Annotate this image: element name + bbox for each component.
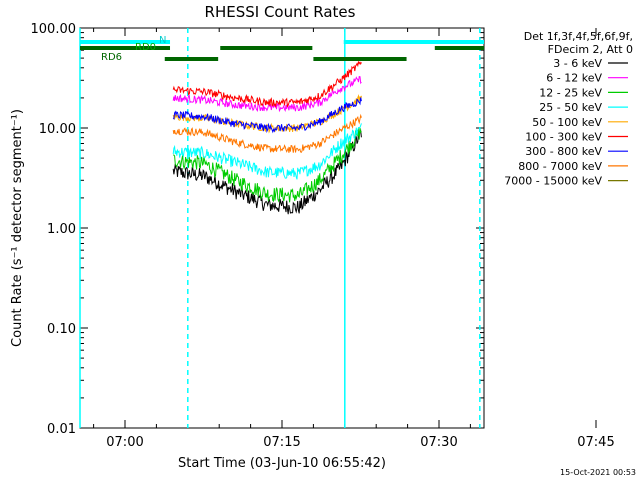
legend-entry-label: 12 - 25 keV: [539, 86, 602, 99]
y-tick-label: 1.00: [47, 222, 76, 237]
series-line: [172, 61, 362, 109]
y-axis: 0.01 0.10 1.00 10.00 100.00: [31, 22, 484, 437]
attenuator-bar-label: RD6: [101, 52, 122, 63]
series-line: [172, 129, 362, 215]
y-axis-label: Count Rate (s⁻¹ detector segment⁻¹): [10, 109, 25, 347]
x-tick-label: 07:45: [577, 435, 614, 450]
legend-entry-label: 7000 - 15000 keV: [504, 175, 602, 188]
y-tick-label: 10.00: [39, 122, 76, 137]
series-line: [172, 97, 362, 134]
legend-entry-label: 100 - 300 keV: [525, 131, 602, 144]
legend-entry-label: 800 - 7000 keV: [518, 160, 602, 173]
series-line: [172, 76, 362, 113]
x-tick-label: 07:30: [420, 435, 457, 450]
attenuator-bar-label: RD0: [135, 42, 156, 53]
plot-frame: [79, 27, 485, 429]
x-tick-label: 07:15: [263, 435, 300, 450]
x-tick-label: 07:00: [106, 435, 143, 450]
chart-title: RHESSI Count Rates: [205, 3, 356, 21]
attenuator-bar-label: N: [159, 35, 166, 46]
legend-entry-label: 3 - 6 keV: [553, 57, 602, 70]
legend-entry-label: 50 - 100 keV: [532, 116, 602, 129]
y-tick-label: 100.00: [31, 22, 77, 37]
legend: Det 1f,3f,4f,5f,6f,9f, FDecim 2, Att 0 3…: [504, 30, 633, 188]
y-tick-label: 0.10: [47, 322, 76, 337]
legend-entry-label: 300 - 800 keV: [525, 145, 602, 158]
legend-entry-label: 6 - 12 keV: [546, 72, 602, 85]
y-tick-label: 0.01: [47, 422, 76, 437]
vertical-markers: [79, 28, 481, 428]
series-line: [172, 113, 362, 153]
legend-header-line-2: FDecim 2, Att 0: [548, 43, 633, 56]
series-lines: [172, 61, 362, 215]
legend-header-line-1: Det 1f,3f,4f,5f,6f,9f,: [524, 30, 633, 43]
series-line: [173, 127, 362, 203]
x-axis-label: Start Time (03-Jun-10 06:55:42): [178, 456, 386, 471]
series-line: [172, 123, 362, 180]
legend-entry-label: 25 - 50 keV: [539, 101, 602, 114]
footer-date: 15-Oct-2021 00:53: [560, 468, 636, 477]
